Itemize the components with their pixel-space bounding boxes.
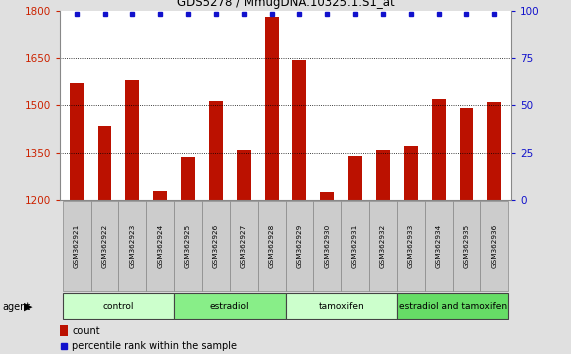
Text: GSM362922: GSM362922 (102, 224, 107, 268)
Bar (453, 201, 480, 291)
Bar (264, 17, 279, 200)
Bar (286, 293, 397, 319)
Text: percentile rank within the sample: percentile rank within the sample (72, 341, 237, 351)
Bar (488, 102, 501, 200)
Bar (348, 156, 362, 200)
Text: GSM362923: GSM362923 (130, 224, 135, 268)
Bar (230, 201, 258, 291)
Bar (237, 149, 251, 200)
Text: count: count (72, 326, 100, 336)
Bar (153, 190, 167, 200)
Bar (181, 158, 195, 200)
Text: GSM362936: GSM362936 (491, 224, 497, 268)
Bar (126, 80, 139, 200)
Bar (70, 83, 83, 200)
Text: agent: agent (3, 302, 31, 312)
Text: GSM362933: GSM362933 (408, 224, 414, 268)
Text: control: control (103, 302, 134, 311)
Text: GSM362935: GSM362935 (464, 224, 469, 268)
Bar (460, 108, 473, 200)
Bar (376, 149, 390, 200)
Text: estradiol and tamoxifen: estradiol and tamoxifen (399, 302, 506, 311)
Text: GSM362924: GSM362924 (157, 224, 163, 268)
Text: GSM362926: GSM362926 (213, 224, 219, 268)
Text: tamoxifen: tamoxifen (318, 302, 364, 311)
Text: GSM362931: GSM362931 (352, 224, 358, 268)
Bar (341, 201, 369, 291)
Bar (369, 201, 397, 291)
Bar (404, 146, 418, 200)
Text: GSM362921: GSM362921 (74, 224, 80, 268)
Text: estradiol: estradiol (210, 302, 250, 311)
Text: GSM362929: GSM362929 (296, 224, 303, 268)
Text: GSM362932: GSM362932 (380, 224, 386, 268)
Bar (63, 201, 91, 291)
Bar (286, 201, 313, 291)
Text: GSM362925: GSM362925 (185, 224, 191, 268)
Title: GDS5278 / MmugDNA.10325.1.S1_at: GDS5278 / MmugDNA.10325.1.S1_at (176, 0, 395, 10)
Bar (397, 293, 508, 319)
Bar (118, 201, 146, 291)
Text: GSM362930: GSM362930 (324, 224, 330, 268)
Bar (202, 201, 230, 291)
Bar (258, 201, 286, 291)
Text: GSM362934: GSM362934 (436, 224, 441, 268)
Bar (146, 201, 174, 291)
Bar (480, 201, 508, 291)
Bar (313, 201, 341, 291)
Bar (432, 99, 445, 200)
Bar (209, 101, 223, 200)
Bar (397, 201, 425, 291)
Bar (60, 325, 68, 336)
Bar (292, 59, 307, 200)
Bar (425, 201, 453, 291)
Bar (174, 201, 202, 291)
Bar (98, 126, 111, 200)
Text: GSM362928: GSM362928 (268, 224, 275, 268)
Bar (91, 201, 118, 291)
Bar (63, 293, 174, 319)
Text: GSM362927: GSM362927 (241, 224, 247, 268)
Bar (320, 192, 334, 200)
Text: ▶: ▶ (24, 302, 33, 312)
Bar (174, 293, 286, 319)
